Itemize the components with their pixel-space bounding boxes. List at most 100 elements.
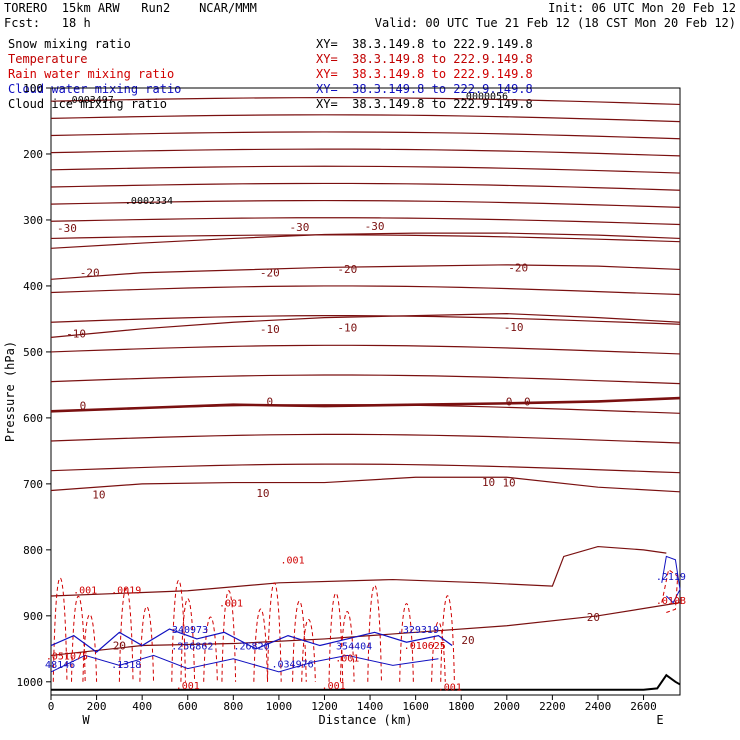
field-annotation: .010625 <box>404 641 446 652</box>
legend-field-xy: XY= 38.3.149.8 to 222.9.149.8 <box>316 97 533 111</box>
y-tick-label: 400 <box>23 280 43 293</box>
field-annotation: .001 <box>438 682 462 693</box>
x-tick-label: 200 <box>87 700 107 713</box>
isotherm-line <box>50 344 681 355</box>
y-tick-label: 500 <box>23 346 43 359</box>
isotherm-0 <box>50 396 681 413</box>
field-annotation: .001 <box>176 681 200 692</box>
isotherm-line <box>50 97 681 106</box>
y-tick-label: 1000 <box>17 676 44 689</box>
cloud-water-contour <box>50 628 453 653</box>
x-tick-label: 1400 <box>357 700 384 713</box>
isotherm-line <box>50 463 681 474</box>
cloud-water-contour <box>50 654 439 673</box>
contour-label: 20 <box>587 611 600 624</box>
rain-water-contour <box>431 621 446 682</box>
rain-water-contour <box>71 595 86 682</box>
isotherm--20 <box>50 264 681 280</box>
contour-label: -20 <box>260 267 280 280</box>
rain-water-contour <box>440 595 455 682</box>
x-tick-label: 1200 <box>311 700 338 713</box>
legend-field-name: Snow mixing ratio <box>8 37 131 51</box>
isotherm-line <box>50 131 681 140</box>
field-annotation: .0019 <box>111 585 141 596</box>
isotherm-line <box>50 199 681 208</box>
field-annotation: 48146 <box>45 660 75 671</box>
contour-label: -10 <box>337 322 357 335</box>
contour-label: 10 <box>482 476 495 489</box>
rain-water-contour <box>267 582 282 682</box>
x-tick-label: 800 <box>223 700 243 713</box>
contour-label: 20 <box>461 634 474 647</box>
y-tick-label: 800 <box>23 544 43 557</box>
isotherm-line <box>50 114 681 123</box>
legend-field-name: Cloud water mixing ratio <box>8 82 182 96</box>
field-annotation: .001 <box>281 556 305 567</box>
contour-label: 0 <box>80 399 87 412</box>
isotherm--10 <box>50 313 681 338</box>
contour-labels: -30 -30 -30-20 -20 -20 -20-10 -10 -10 -100 0 0 010 1… <box>45 91 686 693</box>
isotherm-line <box>50 182 681 191</box>
isotherm-line <box>50 148 681 157</box>
field-annotation: .001 <box>73 585 97 596</box>
contour-label: -20 <box>80 267 100 280</box>
contour-label: 10 <box>92 488 105 501</box>
legend-field-xy: XY= 38.3.149.8 to 222.9.149.8 <box>316 67 533 81</box>
temperature-contours <box>50 97 681 657</box>
legend-field-xy: XY= 38.3.149.8 to 222.9.149.8 <box>316 37 533 51</box>
axes: 0 200 400 600 800 1000 1200 1400 1600 1800 2000 220… <box>3 82 664 727</box>
isotherm-line <box>50 285 681 296</box>
y-tick-label: 600 <box>23 412 43 425</box>
contour-label: -30 <box>289 221 309 234</box>
x-tick-label: 1000 <box>266 700 293 713</box>
x-tick-label: 1600 <box>402 700 429 713</box>
contour-label: -10 <box>504 321 524 334</box>
y-tick-label: 700 <box>23 478 43 491</box>
x-tick-label: 2200 <box>539 700 566 713</box>
contour-label: 0 <box>524 395 531 408</box>
y-tick-label: 200 <box>23 148 43 161</box>
isotherm-line <box>50 217 681 226</box>
rain-water-contour <box>253 608 269 682</box>
terrain-line <box>51 673 681 691</box>
terrain-profile <box>51 673 681 691</box>
contour-label: 20 <box>113 640 126 653</box>
rain-water-contour <box>367 585 382 682</box>
init-time: Init: 06 UTC Mon 20 Feb 12 <box>548 1 736 15</box>
rain-water-contour <box>292 601 307 682</box>
rain-water-contour <box>118 588 134 682</box>
rain-water-contour <box>203 616 218 682</box>
field-annotation: 354404 <box>336 642 372 653</box>
cloud-water-contour <box>661 555 681 604</box>
isotherm-line <box>50 234 681 243</box>
rain-water-contour <box>661 568 679 613</box>
rain-water-contour <box>339 611 355 682</box>
field-annotation: 340973 <box>172 625 208 636</box>
rain-water-contour <box>221 590 237 682</box>
field-annotation: .2119 <box>656 572 686 583</box>
field-annotation: .051075 <box>46 651 88 662</box>
isotherm--30 <box>50 232 681 249</box>
field-annotation: .0000056 <box>460 91 508 102</box>
x-tick-label: 1800 <box>448 700 475 713</box>
contour-label: 10 <box>502 477 515 490</box>
field-annotation: .010B <box>656 596 686 607</box>
y-tick-label: 300 <box>23 214 43 227</box>
isotherm-line <box>50 433 681 444</box>
rain-water-contour <box>399 603 414 682</box>
rain-water-contour <box>82 614 98 682</box>
x-tick-label: 0 <box>48 700 55 713</box>
x-tick-label: 2600 <box>630 700 657 713</box>
model-title: TORERO 15km ARW Run2 NCAR/MMM <box>4 1 257 15</box>
isotherm-line <box>50 545 667 597</box>
x-axis-label: Distance (km) <box>319 713 413 727</box>
field-annotation: .001 <box>322 681 346 692</box>
east-endpoint: E <box>656 713 663 727</box>
legend-field-name: Rain water mixing ratio <box>8 67 175 81</box>
contour-label: -30 <box>57 222 77 235</box>
x-tick-label: 400 <box>132 700 152 713</box>
x-tick-label: 2400 <box>585 700 612 713</box>
contour-label: -10 <box>260 323 280 336</box>
contour-label: -20 <box>508 261 528 274</box>
